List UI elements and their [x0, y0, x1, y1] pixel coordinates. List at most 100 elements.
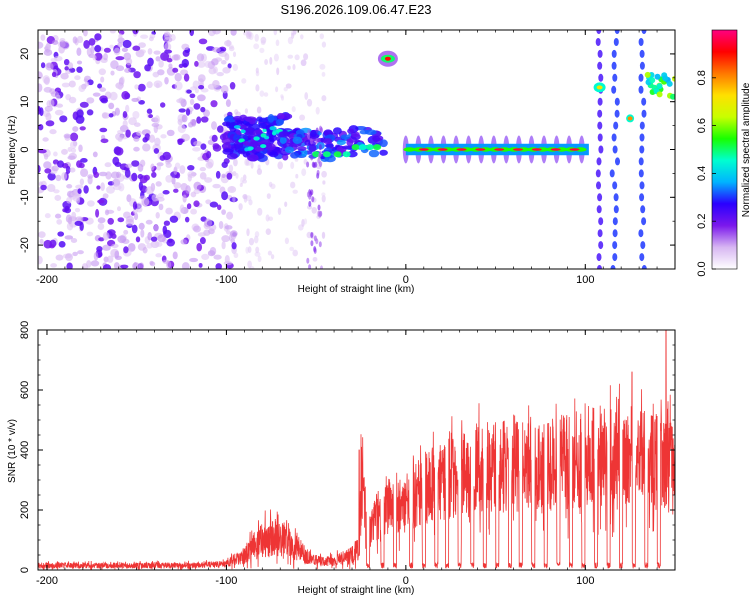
noise-blob [56, 103, 64, 108]
noise-blob [322, 180, 326, 185]
noise-blob [212, 144, 222, 152]
noise-blob [57, 160, 65, 168]
noise-blob [275, 39, 280, 47]
noise-blob [164, 32, 171, 40]
noise-blob [136, 206, 143, 213]
colorbar-label: Normalized spectral amplitude [741, 82, 750, 217]
smear-blob [315, 127, 319, 134]
noise-blob [97, 217, 106, 224]
track-peak [373, 144, 382, 151]
right-streak [638, 38, 644, 46]
noise-blob [166, 129, 175, 137]
noise-blob [189, 98, 195, 105]
noise-blob [166, 58, 173, 63]
dc-peak [437, 148, 448, 151]
noise-blob [221, 235, 230, 243]
noise-blob [38, 41, 44, 49]
noise-blob [267, 250, 273, 256]
noise-blob [225, 99, 231, 107]
right-streak [638, 157, 644, 166]
track-peak [366, 144, 374, 151]
noise-blob [79, 101, 89, 108]
noise-blob [79, 126, 86, 131]
noise-blob [196, 116, 202, 124]
track-blob [297, 146, 307, 151]
noise-blob [158, 203, 164, 211]
noise-blob [199, 237, 206, 245]
right-streak [598, 145, 604, 154]
noise-blob [193, 225, 201, 233]
noise-blob [68, 152, 77, 160]
noise-blob [152, 71, 160, 78]
signal-blob [282, 153, 289, 161]
noise-blob [255, 70, 260, 77]
signal-blob [260, 144, 267, 149]
signal-blob [267, 113, 275, 123]
spectrogram-x-tick-label: 100 [576, 274, 594, 286]
noise-blob [216, 71, 224, 77]
right-streak [611, 85, 617, 94]
noise-blob [171, 54, 179, 61]
right-streak [597, 133, 603, 142]
noise-blob [150, 236, 158, 242]
noise-blob [297, 224, 304, 231]
smear-blob [306, 161, 310, 168]
noise-blob [162, 190, 170, 195]
track-blob [347, 128, 355, 134]
right-streak [596, 157, 602, 166]
noise-blob [109, 91, 118, 101]
track-blob [279, 136, 287, 144]
noise-blob [122, 119, 128, 128]
right-streak [615, 157, 620, 166]
noise-blob [221, 173, 226, 178]
noise-blob [300, 34, 304, 40]
noise-blob [174, 72, 182, 82]
noise-blob [162, 225, 168, 235]
noise-blob [100, 76, 105, 83]
noise-blob [174, 81, 183, 91]
noise-blob [228, 46, 235, 52]
noise-blob [98, 171, 108, 177]
noise-blob [86, 97, 95, 104]
right-streak [595, 38, 601, 46]
snr-x-tick-label: 100 [576, 575, 594, 587]
signal-blob [247, 146, 254, 150]
noise-blob [168, 63, 173, 69]
noise-blob [222, 66, 231, 74]
noise-blob [70, 148, 77, 153]
noise-blob [114, 146, 124, 156]
smear-blob [311, 196, 315, 203]
colorbar: 0.0 0.2 0.4 0.6 0.8 Normalized spectral ampl… [696, 29, 750, 277]
smear-blob [309, 138, 313, 145]
noise-blob [122, 111, 128, 118]
right-streak [597, 121, 603, 130]
noise-blob [277, 207, 282, 215]
signal-blob [239, 138, 245, 143]
noise-blob [59, 37, 66, 43]
noise-blob [181, 114, 188, 123]
noise-blob [187, 165, 195, 171]
noise-blob [287, 36, 294, 45]
noise-blob [69, 141, 77, 149]
noise-blob [190, 208, 198, 215]
noise-blob [218, 220, 224, 230]
noise-blob [270, 254, 275, 260]
noise-blob [221, 191, 229, 201]
noise-blob [74, 75, 81, 81]
noise-blob [256, 168, 263, 175]
noise-blob [232, 171, 237, 177]
noise-blob [229, 82, 236, 90]
spectrogram-y-ticks: -20 -10 0 10 20 [19, 29, 675, 270]
noise-blob [319, 63, 326, 70]
noise-blob [74, 207, 81, 213]
noise-blob [69, 132, 79, 142]
noise-blob [156, 165, 161, 171]
noise-blob [183, 73, 190, 82]
noise-blob [292, 189, 298, 194]
spectrogram-x-tick-label: 0 [403, 274, 409, 286]
noise-blob [117, 217, 125, 223]
noise-blob [295, 173, 299, 179]
noise-blob [209, 246, 217, 256]
track-blob [310, 129, 317, 138]
